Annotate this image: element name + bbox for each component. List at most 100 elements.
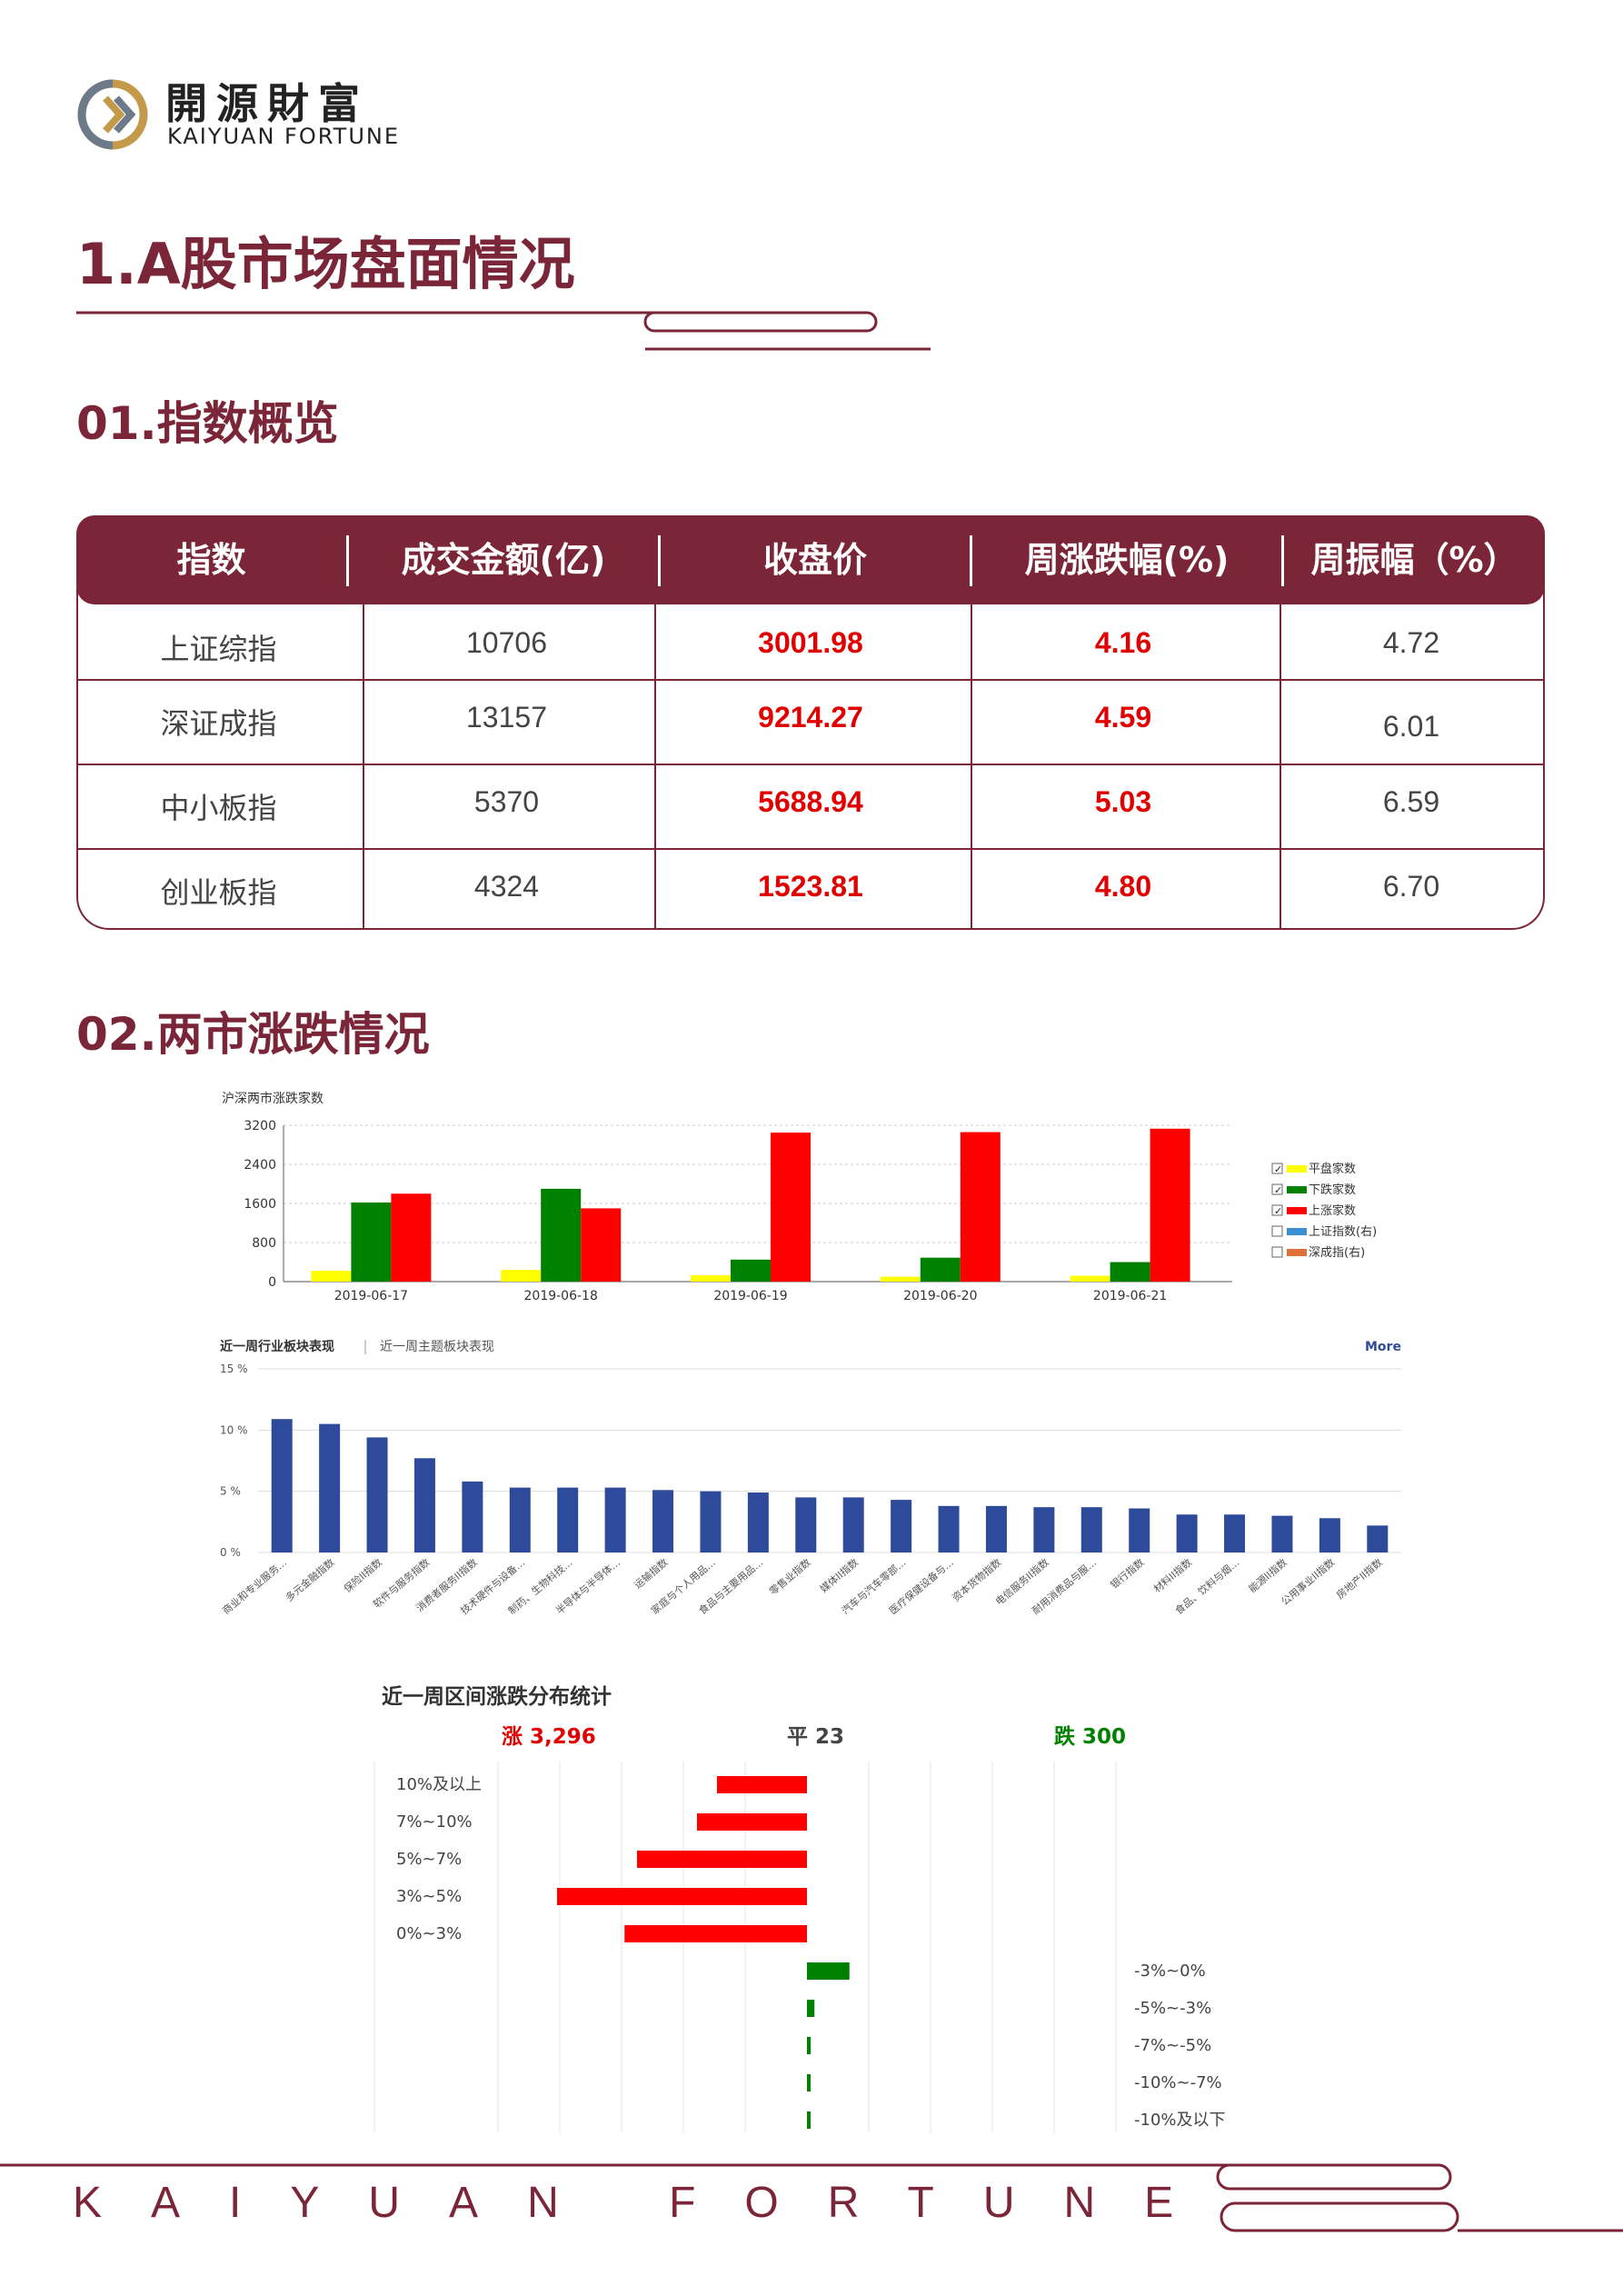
range-label: 5%~7% [396,1850,462,1869]
header-separator [970,535,972,586]
range-distribution-chart: 近一周区间涨跌分布统计 涨 3,296 平 23 跌 300 10%及以上 7%~… [373,1684,1226,2132]
col-divider [971,588,972,928]
bar-下跌家数 [731,1259,771,1282]
cell-close: 9214.27 [758,701,863,734]
bar-group [557,1776,850,2129]
down-range-bar [807,2000,815,2017]
x-tick-label: 媒体II指数 [817,1556,861,1595]
logo-english: KAIYUAN FORTUNE [167,124,401,149]
header-separator [658,535,661,586]
more-link[interactable]: More [1365,1340,1401,1354]
legend-swatch [1287,1186,1307,1193]
cell-weekly-amplitude: 4.72 [1382,626,1440,659]
sector-bar [891,1500,912,1552]
row-divider [78,764,1543,765]
bar-平盘家数 [691,1275,731,1282]
table-header: 指数 成交金额(亿) 收盘价 周涨跌幅(%) 周振幅（%） [76,515,1545,604]
legend-checkbox [1271,1225,1283,1237]
y-tick-label: 800 [252,1236,276,1251]
sector-bar [747,1492,769,1552]
legend-label: 平盘家数 [1309,1162,1356,1176]
summary-flat: 平 23 [787,1725,844,1749]
row-divider [78,848,1543,850]
legend-label: 下跌家数 [1309,1183,1356,1197]
y-axis-ticks: 0 800 1600 2400 3200 [244,1119,276,1290]
bar-下跌家数 [541,1188,582,1282]
tab-theme-sectors[interactable]: 近一周主题板块表现 [380,1340,494,1354]
range-label: 0%~3% [396,1924,462,1943]
bar-上涨家数 [960,1132,1001,1282]
cell-index-name: 深证成指 [160,707,277,740]
legend-checkbox [1271,1163,1283,1174]
bar-group [271,1419,1389,1552]
legend-label: 上涨家数 [1309,1203,1356,1218]
range-label: 7%~10% [396,1812,473,1832]
sector-bar [1176,1514,1198,1552]
x-tick-label: 运输指数 [632,1556,671,1592]
bar-group [311,1128,1190,1282]
bar-上涨家数 [391,1193,432,1282]
chart-grid [258,1368,1401,1553]
y-tick-label: 2400 [244,1158,276,1173]
cell-turnover: 10706 [466,626,547,659]
header-cell-index: 指数 [176,540,246,580]
sector-bar [557,1487,579,1552]
header-cell-turnover: 成交金额(亿) [401,540,606,580]
up-range-bar [557,1888,807,1905]
x-tick-label: 银行指数 [1108,1556,1147,1592]
legend-swatch [1287,1207,1307,1214]
cell-close: 5688.94 [758,785,863,818]
bar-平盘家数 [311,1271,352,1282]
cell-index-name: 创业板指 [160,876,277,909]
checkmark-icon: ✓ [1274,1163,1282,1175]
sector-bar [842,1497,864,1552]
cell-turnover: 4324 [473,870,540,903]
header-cell-close: 收盘价 [762,540,867,580]
legend-checkbox [1271,1246,1283,1258]
down-range-bar [807,2111,811,2129]
legend-label: 深成指(右) [1309,1246,1365,1260]
tab-industry-sectors[interactable]: 近一周行业板块表现 [220,1339,334,1354]
range-label: -10%及以下 [1134,2111,1226,2130]
sector-performance-chart: 近一周行业板块表现 近一周主题板块表现 More 0 %5 %10 %15 % … [220,1339,1401,1617]
sector-bar [700,1491,722,1552]
bar-下跌家数 [1110,1262,1150,1282]
x-tick-label: 能源II指数 [1246,1556,1289,1595]
col-divider [654,588,656,928]
up-range-bar [717,1776,807,1793]
cell-close: 1523.81 [758,870,863,903]
y-tick-label: 5 % [220,1485,241,1498]
logo-icon [77,79,148,150]
down-range-bar [807,2037,812,2054]
sector-bar [319,1423,341,1552]
bar-下跌家数 [351,1202,392,1282]
legend-label: 上证指数(右) [1309,1225,1377,1239]
checkmark-icon: ✓ [1274,1205,1282,1217]
cell-weekly-amplitude: 6.59 [1382,785,1440,818]
summary-down: 跌 300 [1054,1725,1126,1749]
footer-brand-text: KAIYUAN FORTUNE [73,2179,1223,2227]
sector-bar [1367,1525,1389,1552]
legend-swatch [1287,1228,1307,1235]
y-tick-label: 15 % [220,1363,248,1375]
x-tick-label: 2019-06-19 [713,1289,787,1303]
cell-index-name: 上证综指 [160,633,277,665]
sector-bar [271,1419,293,1552]
range-label: -7%~-5% [1134,2036,1211,2055]
down-range-bar [807,1962,850,1980]
cell-weekly-amplitude: 6.70 [1382,870,1440,903]
x-tick-label: 商业和专业服务… [220,1556,289,1617]
x-tick-label: 保险II指数 [341,1556,384,1595]
x-tick-label: 零售业指数 [767,1556,813,1598]
y-axis-ticks: 0 % 5 % 10 % 15 % [220,1363,248,1559]
y-tick-label: 3200 [244,1119,276,1133]
sector-bar [1080,1507,1102,1552]
table-body [76,588,1545,930]
sector-bar [1129,1508,1150,1552]
cell-close: 3001.98 [758,626,863,659]
sector-bar [413,1458,435,1552]
sector-bar [366,1437,388,1552]
cell-turnover: 13157 [466,701,547,734]
sector-bar [1319,1518,1340,1552]
